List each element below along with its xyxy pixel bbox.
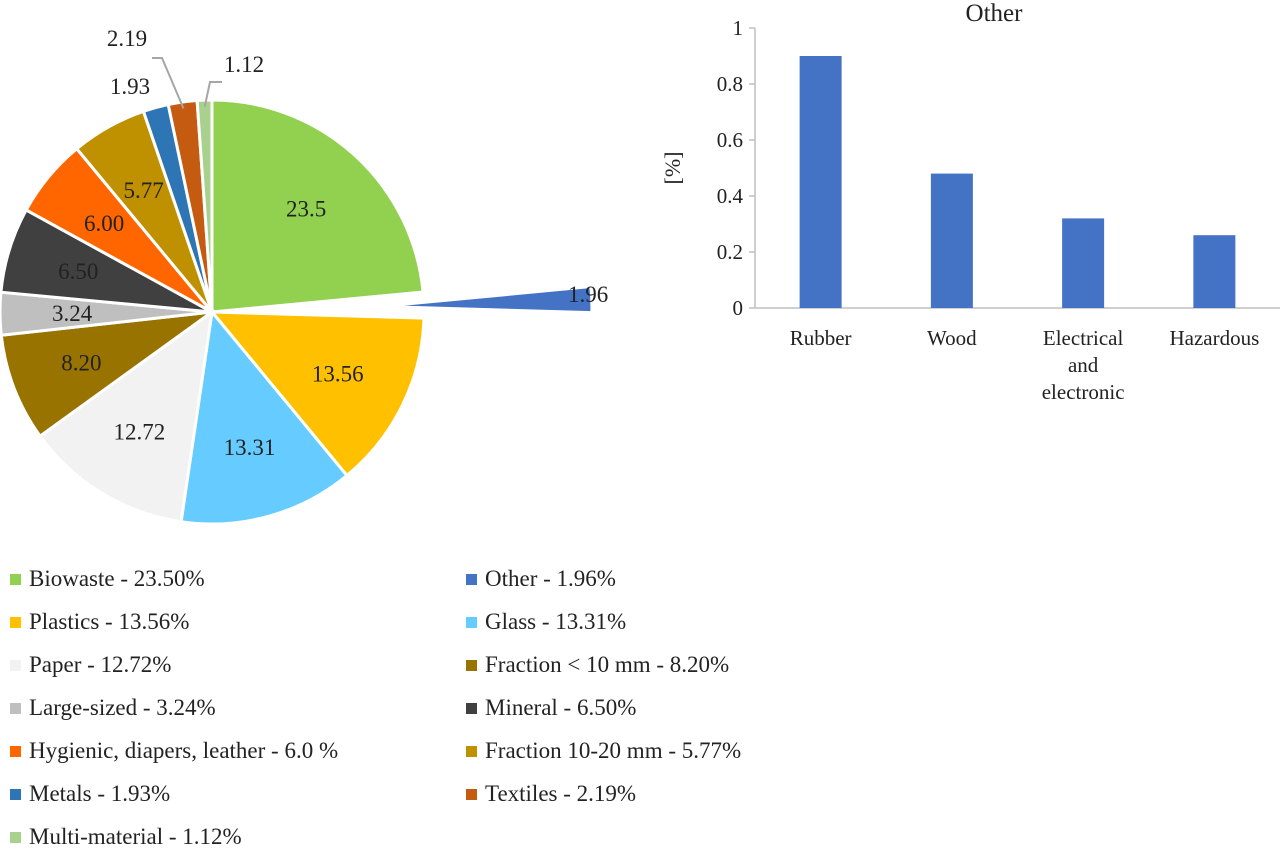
x-category-label: Rubber bbox=[790, 326, 852, 350]
y-tick-label: 0.6 bbox=[717, 128, 743, 152]
legend-swatch bbox=[10, 659, 21, 671]
pie-data-label: 6.00 bbox=[84, 211, 124, 236]
pie-slice bbox=[0, 309, 218, 439]
legend-swatch bbox=[10, 616, 21, 628]
legend-swatch bbox=[10, 788, 21, 800]
y-tick-label: 0 bbox=[733, 296, 744, 320]
legend-label: Glass - 13.31% bbox=[485, 609, 627, 634]
x-category-label: and bbox=[1068, 353, 1099, 377]
bar bbox=[799, 56, 842, 308]
pie-data-label: 13.31 bbox=[224, 435, 276, 460]
legend-label: Plastics - 13.56% bbox=[29, 609, 190, 634]
pie-leader-line bbox=[152, 57, 185, 109]
pie-data-label: 12.72 bbox=[113, 420, 165, 445]
legend-label: Biowaste - 23.50% bbox=[29, 566, 205, 591]
pie-data-label: 8.20 bbox=[61, 350, 101, 375]
pie-slice bbox=[210, 98, 425, 314]
legend-label: Fraction < 10 mm - 8.20% bbox=[485, 652, 730, 677]
y-axis-label: [%] bbox=[660, 152, 685, 185]
y-tick-label: 0.8 bbox=[717, 72, 743, 96]
legend-swatch bbox=[466, 659, 477, 671]
pie-data-label: 13.56 bbox=[312, 361, 364, 386]
y-tick-label: 1 bbox=[733, 16, 744, 40]
legend-swatch bbox=[466, 702, 477, 714]
bar bbox=[930, 173, 973, 308]
bar bbox=[1062, 218, 1105, 308]
legend-item: Hygienic, diapers, leather - 6.0 % bbox=[10, 736, 338, 766]
pie-slice bbox=[38, 308, 215, 524]
pie-data-label: 1.12 bbox=[224, 52, 264, 77]
legend-swatch bbox=[466, 745, 477, 757]
legend-item: Multi-material - 1.12% bbox=[10, 822, 242, 852]
pie-data-label: 2.19 bbox=[107, 26, 147, 51]
legend-item: Fraction 10-20 mm - 5.77% bbox=[466, 736, 741, 766]
legend-swatch bbox=[466, 616, 477, 628]
legend-swatch bbox=[10, 831, 21, 843]
legend-item: Large-sized - 3.24% bbox=[10, 693, 216, 723]
legend-item: Metals - 1.93% bbox=[10, 779, 170, 809]
pie-leader-line bbox=[203, 81, 222, 107]
x-category-label: Electrical bbox=[1043, 326, 1124, 350]
bar bbox=[1193, 235, 1236, 308]
pie-data-label: 5.77 bbox=[124, 178, 164, 203]
legend-label: Other - 1.96% bbox=[485, 566, 616, 591]
legend-item: Fraction < 10 mm - 8.20% bbox=[466, 650, 729, 680]
legend-label: Paper - 12.72% bbox=[29, 652, 172, 677]
legend-swatch bbox=[10, 573, 21, 585]
pie-data-label: 3.24 bbox=[52, 301, 93, 326]
bar-chart-other: Other [%] 0 0.2 0.4 0.6 0.8 1 Rubber Wood Electr… bbox=[660, 0, 1280, 404]
legend-swatch bbox=[466, 573, 477, 585]
pie-data-label: 1.93 bbox=[110, 74, 150, 99]
legend-item: Paper - 12.72% bbox=[10, 650, 171, 680]
legend-item: Biowaste - 23.50% bbox=[10, 564, 205, 594]
legend-label: Mineral - 6.50% bbox=[485, 695, 637, 720]
x-category-label: electronic bbox=[1042, 380, 1125, 404]
legend-item: Glass - 13.31% bbox=[466, 607, 626, 637]
bar-chart-title: Other bbox=[966, 0, 1024, 27]
pie-data-label: 6.50 bbox=[58, 259, 98, 284]
legend-label: Textiles - 2.19% bbox=[485, 781, 637, 806]
legend-swatch bbox=[10, 702, 21, 714]
legend-swatch bbox=[466, 788, 477, 800]
y-tick-label: 0.2 bbox=[717, 240, 743, 264]
pie-data-label: 23.5 bbox=[286, 197, 326, 222]
x-category-label: Hazardous bbox=[1169, 326, 1259, 350]
legend-label: Metals - 1.93% bbox=[29, 781, 171, 806]
legend-label: Multi-material - 1.12% bbox=[29, 824, 242, 849]
legend-swatch bbox=[10, 745, 21, 757]
legend-label: Fraction 10-20 mm - 5.77% bbox=[485, 738, 742, 763]
legend-item: Textiles - 2.19% bbox=[466, 779, 636, 809]
pie-chart: 23.5 1.96 13.56 13.31 12.72 8.20 3.24 6.50 6.005… bbox=[0, 26, 608, 526]
pie-slice bbox=[208, 310, 426, 478]
legend-label: Hygienic, diapers, leather - 6.0 % bbox=[29, 738, 339, 763]
pie-data-label: 1.96 bbox=[568, 282, 608, 307]
pie-slice bbox=[379, 284, 594, 315]
legend-item: Mineral - 6.50% bbox=[466, 693, 636, 723]
x-category-label: Wood bbox=[927, 326, 977, 350]
legend-item: Plastics - 13.56% bbox=[10, 607, 189, 637]
y-tick-label: 0.4 bbox=[717, 184, 744, 208]
pie-slice bbox=[195, 98, 214, 313]
pie-slice bbox=[179, 308, 350, 526]
legend-item: Other - 1.96% bbox=[466, 564, 616, 594]
legend-label: Large-sized - 3.24% bbox=[29, 695, 216, 720]
